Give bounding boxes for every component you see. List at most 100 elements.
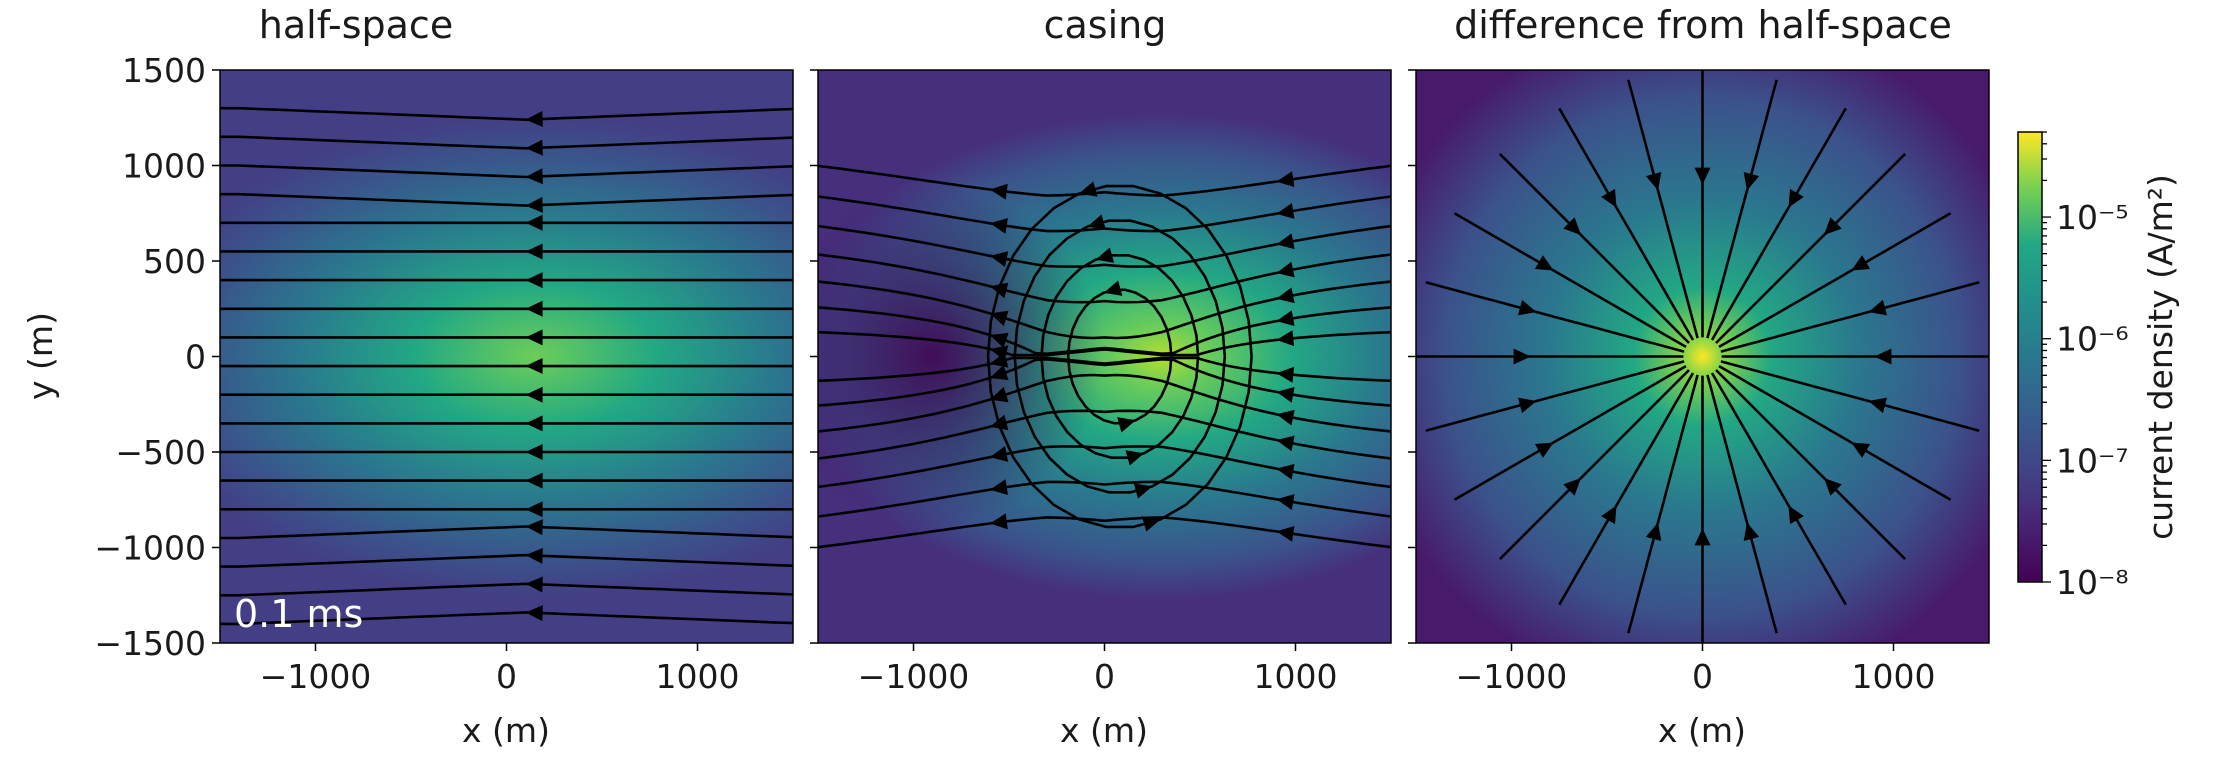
streamline-arrow [525, 300, 543, 317]
streamline-arrow [1534, 442, 1554, 458]
streamline-arrow [525, 110, 543, 127]
streamline [1627, 79, 1699, 339]
y-tick-label: −1000 [94, 529, 206, 568]
streamline [220, 611, 794, 626]
streamline-arrow [1601, 505, 1617, 525]
y-tick-label: 0 [185, 338, 206, 377]
y-tick-label: −500 [115, 433, 206, 472]
streamline-arrow [1513, 348, 1531, 365]
streamline-arrow [989, 183, 1008, 200]
x-tick-label: −1000 [1456, 657, 1568, 696]
streamline-arrow [1125, 450, 1144, 466]
streamline [817, 253, 1392, 304]
streamline-arrow [1788, 188, 1804, 208]
streamline-arrow [1095, 247, 1115, 263]
streamline-arrow [525, 547, 543, 564]
x-tick-label: 0 [496, 657, 517, 696]
streamline [1720, 360, 1980, 432]
streamline [220, 192, 794, 207]
streamline-arrow [1276, 435, 1295, 452]
streamline-arrow [1276, 310, 1295, 327]
streamline [1498, 369, 1690, 561]
streamline [1715, 152, 1907, 344]
streamline-arrow [1276, 287, 1295, 304]
y-tick-label: −1500 [94, 624, 206, 663]
streamline [817, 306, 1392, 355]
streamline-arrow [1276, 463, 1295, 480]
streamline-arrow [1868, 299, 1888, 316]
streamline-arrow [1874, 348, 1892, 365]
streamline-arrow [989, 332, 1009, 349]
streamline [1720, 281, 1980, 353]
ylabel: y (m) [21, 312, 60, 400]
streamline-arrow [989, 218, 1008, 234]
streamline [817, 373, 1392, 433]
streamline-arrow [1645, 171, 1662, 191]
streamline-arrow [1133, 483, 1153, 499]
x-tick-label: −1000 [260, 657, 372, 696]
streamline-arrow [1276, 409, 1295, 426]
streamline [1040, 254, 1200, 459]
streamline [817, 330, 1392, 357]
streamline-arrow [525, 358, 543, 375]
xlabel-difference: x (m) [1658, 711, 1746, 750]
streamline-arrow [1117, 417, 1136, 433]
heatmap-half-space [220, 70, 793, 643]
y-tick-label: 1000 [122, 147, 206, 186]
streamline-arrow [1276, 386, 1295, 403]
streamline-arrow [1824, 217, 1842, 235]
streamline-arrow [1276, 203, 1295, 219]
streamline [220, 525, 794, 540]
x-tick-label: 1000 [1852, 657, 1936, 696]
streamline [1706, 79, 1778, 339]
xticks-half-space: −1000 0 1000 [260, 643, 740, 696]
streamline-arrow [1276, 233, 1295, 250]
streamline [986, 184, 1253, 529]
streamline-arrow [1645, 522, 1662, 542]
colorbar: 10⁻⁵ 10⁻⁶ 10⁻⁷ 10⁻⁸ current density (A/m²) [2017, 131, 2180, 602]
streamline [817, 280, 1392, 340]
streamline [220, 106, 794, 121]
streamline-arrow [1276, 330, 1295, 347]
streamline-arrow [1517, 299, 1537, 316]
streamline [817, 358, 1392, 407]
yticks-casing [810, 69, 818, 644]
streamline-arrow [1563, 217, 1581, 235]
streamline-arrow [1851, 442, 1871, 458]
streamline-arrow [525, 329, 543, 346]
panel-difference: difference from half-space −1000 0 1000 x … [1408, 3, 1990, 750]
streamline [220, 553, 794, 568]
streamline-arrow [1276, 366, 1295, 383]
streamline-arrow [525, 472, 543, 489]
streamline [817, 445, 1392, 489]
streamline-arrow [1694, 528, 1711, 546]
streamline-arrow [1534, 255, 1554, 271]
streamline-arrow [525, 243, 543, 260]
x-tick-label: 1000 [656, 657, 740, 696]
streamline-arrow [525, 386, 543, 403]
streamline [1627, 374, 1699, 634]
colorbar-label: current density (A/m²) [2141, 174, 2180, 540]
streamline-arrow [525, 444, 543, 460]
streamline [1453, 212, 1687, 349]
panel-casing: casing −1000 0 1000 x (m) [810, 3, 1392, 750]
streamline [817, 224, 1392, 268]
xticks-difference: −1000 0 1000 [1456, 643, 1936, 696]
streamline [1453, 364, 1687, 501]
x-tick-label: 0 [1692, 657, 1713, 696]
streamline [1706, 374, 1778, 634]
time-annotation: 0.1 ms [234, 592, 363, 636]
streamline-arrow [989, 364, 1009, 381]
streamline-arrow [1788, 505, 1804, 525]
streamline-arrow [1824, 478, 1842, 496]
yticks-difference [1408, 69, 1416, 644]
streamline [1498, 152, 1690, 344]
x-tick-label: 0 [1094, 657, 1115, 696]
streamline-arrow [989, 513, 1008, 530]
streamline-arrow [1276, 494, 1295, 510]
streamline-arrow [525, 605, 543, 622]
streamline [1710, 107, 1847, 341]
streamline [1066, 288, 1173, 425]
streamline [817, 164, 1392, 197]
